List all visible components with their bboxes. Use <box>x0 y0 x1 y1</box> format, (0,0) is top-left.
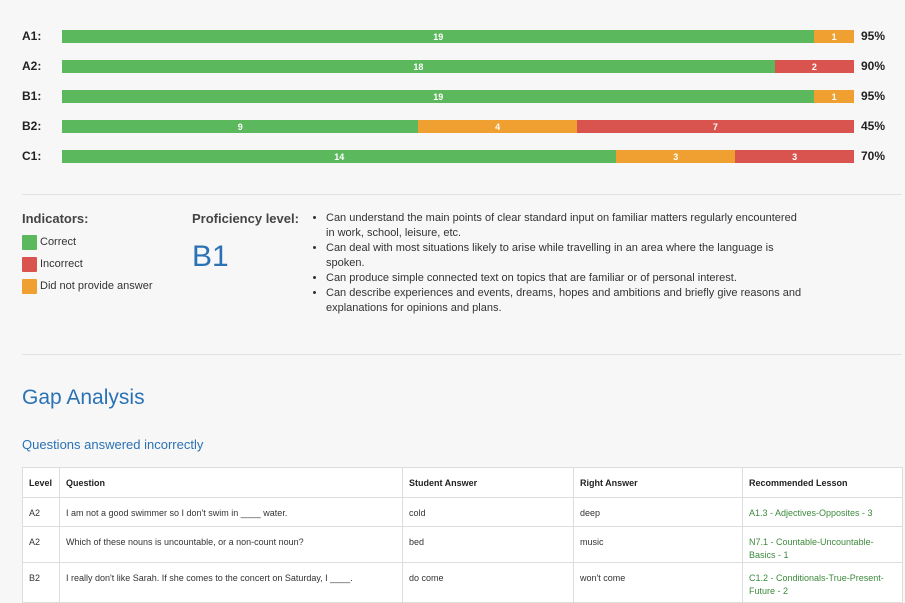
indicator-label: Did not provide answer <box>40 280 153 292</box>
cell-level: A2 <box>22 497 60 527</box>
level-label: B2: <box>22 119 42 133</box>
level-results: A1: 19 1 95% A2: 18 2 90% B1: 19 1 95% B2: … <box>22 26 902 176</box>
no-answer-segment: 3 <box>616 150 736 163</box>
cell-student-answer: do come <box>402 562 574 603</box>
cell-question: I am not a good swimmer so I don't swim … <box>59 497 403 527</box>
cell-student-answer: cold <box>402 497 574 527</box>
level-percent: 95% <box>861 29 886 43</box>
cell-question: Which of these nouns is uncountable, or … <box>59 526 403 563</box>
column-header: Question <box>59 467 403 498</box>
incorrect-segment: 2 <box>774 60 854 73</box>
level-bar: 14 3 3 <box>62 150 854 163</box>
level-percent: 90% <box>861 59 886 73</box>
correct-swatch <box>22 234 37 250</box>
indicator-label: Incorrect <box>40 258 83 270</box>
correct-segment: 19 <box>62 30 815 43</box>
column-header: Right Answer <box>573 467 743 498</box>
indicator-no-answer: Did not provide answer <box>22 275 182 297</box>
table-row: A2 I am not a good swimmer so I don't sw… <box>22 497 903 527</box>
cell-student-answer: bed <box>402 526 574 563</box>
proficiency-descriptors: Can understand the main points of clear … <box>312 211 806 316</box>
correct-segment: 19 <box>62 90 815 103</box>
descriptor-item: Can understand the main points of clear … <box>326 211 806 241</box>
recommended-lesson-link[interactable]: C1.2 - Conditionals-True-Present-Future … <box>742 562 903 603</box>
table-header-row: Level Question Student Answer Right Answ… <box>22 467 903 498</box>
table-row: A2 Which of these nouns is uncountable, … <box>22 526 903 563</box>
recommended-lesson-link[interactable]: N7.1 - Countable-Uncountable-Basics - 1 <box>742 526 903 563</box>
cell-right-answer: deep <box>573 497 743 527</box>
divider <box>22 354 902 355</box>
no-answer-segment: 1 <box>814 90 854 103</box>
recommended-lesson-link[interactable]: A1.3 - Adjectives-Opposites - 3 <box>742 497 903 527</box>
table-row: B2 I really don't like Sarah. If she com… <box>22 562 903 603</box>
level-percent: 95% <box>861 89 886 103</box>
incorrect-swatch <box>22 256 37 272</box>
indicator-label: Correct <box>40 236 77 248</box>
level-row-a1: A1: 19 1 95% <box>22 26 902 56</box>
correct-segment: 9 <box>62 120 419 133</box>
level-label: B1: <box>22 89 42 103</box>
no-answer-segment: 4 <box>418 120 577 133</box>
level-bar: 18 2 <box>62 60 854 73</box>
level-row-c1: C1: 14 3 3 70% <box>22 146 902 176</box>
gap-analysis-subtitle: Questions answered incorrectly <box>22 437 204 452</box>
level-label: A2: <box>22 59 42 73</box>
gap-table: Level Question Student Answer Right Answ… <box>22 467 903 603</box>
indicators-legend: Indicators: Correct Incorrect Did not pr… <box>22 211 182 297</box>
level-row-b1: B1: 19 1 95% <box>22 86 902 116</box>
level-bar: 19 1 <box>62 30 854 43</box>
level-row-a2: A2: 18 2 90% <box>22 56 902 86</box>
correct-segment: 18 <box>62 60 775 73</box>
indicator-correct: Correct <box>22 231 182 253</box>
proficiency-block: Proficiency level: B1 <box>192 211 299 274</box>
cell-level: A2 <box>22 526 60 563</box>
cell-right-answer: won't come <box>573 562 743 603</box>
descriptor-item: Can deal with most situations likely to … <box>326 241 806 271</box>
incorrect-segment: 7 <box>576 120 854 133</box>
column-header: Level <box>22 467 60 498</box>
descriptor-item: Can describe experiences and events, dre… <box>326 286 806 316</box>
column-header: Recommended Lesson <box>742 467 903 498</box>
descriptor-item: Can produce simple connected text on top… <box>326 271 806 286</box>
level-percent: 70% <box>861 149 886 163</box>
indicators-title: Indicators: <box>22 211 89 226</box>
incorrect-segment: 3 <box>735 150 854 163</box>
divider <box>22 194 902 195</box>
correct-segment: 14 <box>62 150 617 163</box>
column-header: Student Answer <box>402 467 574 498</box>
no-answer-segment: 1 <box>814 30 854 43</box>
level-label: A1: <box>22 29 42 43</box>
proficiency-level: B1 <box>192 240 229 273</box>
gap-analysis-title: Gap Analysis <box>22 386 145 409</box>
cell-question: I really don't like Sarah. If she comes … <box>59 562 403 603</box>
level-percent: 45% <box>861 119 886 133</box>
cell-level: B2 <box>22 562 60 603</box>
indicator-incorrect: Incorrect <box>22 253 182 275</box>
no-answer-swatch <box>22 278 37 294</box>
level-bar: 19 1 <box>62 90 854 103</box>
level-label: C1: <box>22 149 42 163</box>
cell-right-answer: music <box>573 526 743 563</box>
proficiency-title: Proficiency level: <box>192 211 299 226</box>
